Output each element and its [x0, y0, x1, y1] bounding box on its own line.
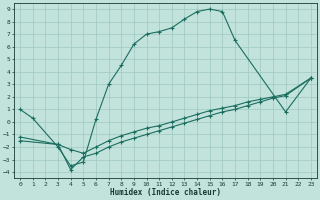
- X-axis label: Humidex (Indice chaleur): Humidex (Indice chaleur): [110, 188, 221, 197]
